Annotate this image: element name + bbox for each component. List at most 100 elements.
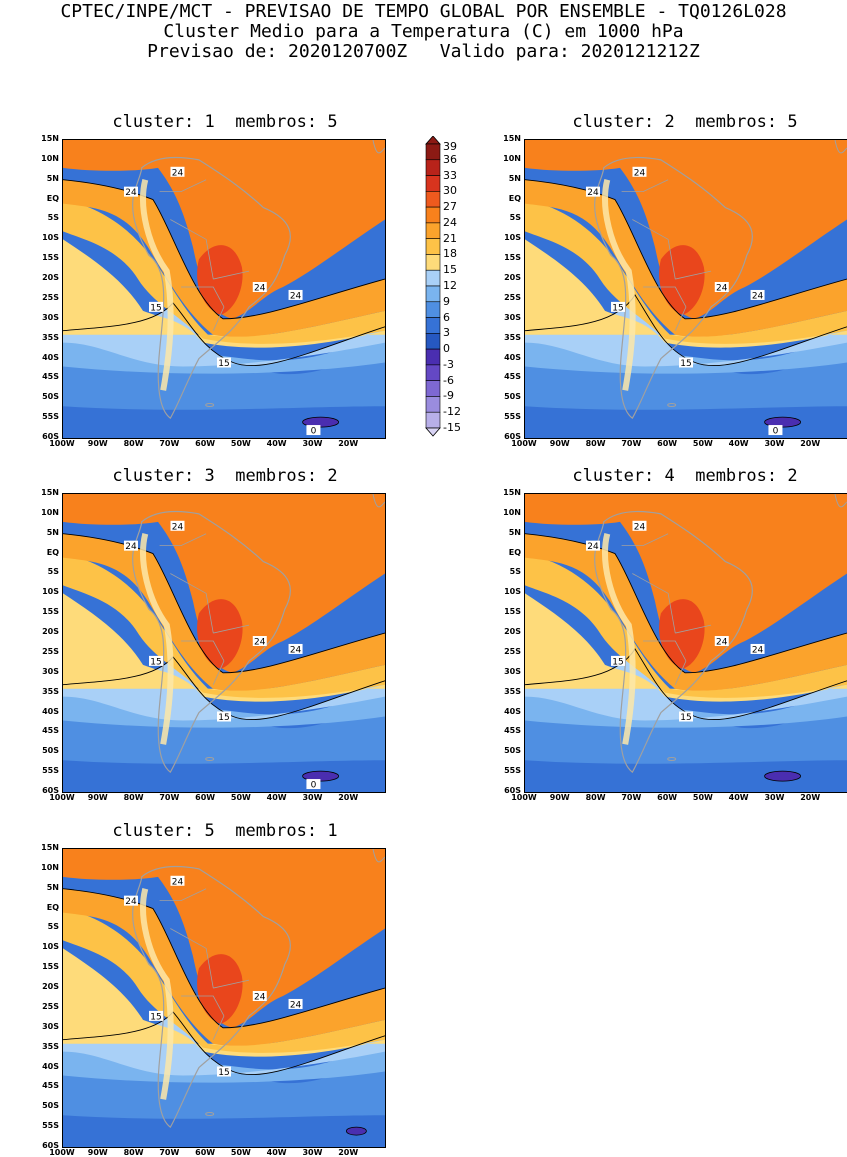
latitude-label: 50S (504, 392, 521, 402)
latitude-label: 5N (46, 882, 59, 892)
svg-text:24: 24 (634, 168, 646, 178)
longitude-label: 20W (338, 439, 359, 448)
svg-text:24: 24 (290, 645, 302, 655)
field-30 (197, 954, 243, 1024)
longitude-label: 70W (159, 439, 180, 448)
colorbar-label: 27 (443, 200, 457, 214)
svg-text:15: 15 (218, 1068, 229, 1078)
africa-coast (372, 848, 386, 863)
contour-label: 24 (288, 289, 303, 301)
latitude-label: 10N (41, 507, 59, 517)
colorbar-label: 12 (443, 279, 457, 292)
svg-text:15: 15 (218, 359, 229, 369)
latitude-label: 55S (42, 412, 59, 422)
latitude-label: 60S (504, 432, 521, 441)
longitude-label: 60W (195, 793, 216, 802)
longitude-label: 70W (159, 1148, 180, 1157)
latitude-label: 60S (504, 786, 521, 795)
longitude-label: 30W (302, 793, 323, 802)
contour-label: 24 (288, 643, 303, 655)
longitude-label: 80W (585, 439, 606, 448)
latitude-label: 10S (42, 587, 59, 597)
colorbar-cell (425, 364, 441, 381)
latitude-label: 20S (42, 627, 59, 637)
coastline (132, 865, 291, 1129)
temperature-map: 24 24 24 24 15 15 (62, 848, 386, 1148)
contour-label: 0 (768, 425, 783, 437)
svg-text:24: 24 (125, 897, 137, 907)
country-borders (621, 179, 712, 331)
colorbar-label: 6 (443, 310, 450, 324)
longitude-label: 50W (230, 793, 251, 802)
latitude-label: 30S (42, 666, 59, 676)
colorbar-label: 24 (443, 215, 457, 229)
longitude-label: 40W (728, 439, 749, 448)
header-line-3: Previsao de: 2020120700Z Valido para: 20… (147, 41, 700, 62)
longitude-label: 40W (266, 439, 287, 448)
field-0 (302, 416, 340, 428)
latitude-label: 15S (504, 607, 521, 617)
svg-text:15: 15 (612, 657, 623, 667)
latitude-label: 15N (41, 843, 59, 852)
latitude-label: 10S (42, 233, 59, 243)
latitude-label: 30S (42, 1021, 59, 1031)
svg-text:24: 24 (254, 284, 266, 294)
colorbar-cell (425, 222, 441, 239)
falklands (667, 757, 677, 762)
latitude-label: EQ (46, 547, 59, 557)
latitude-label: 35S (42, 686, 59, 696)
latitude-label: 10N (503, 507, 521, 517)
africa-coast (372, 139, 386, 154)
contour-label: 15 (679, 711, 693, 723)
longitude-label: 40W (728, 793, 749, 802)
field-21 (63, 908, 385, 1053)
latitude-label: 25S (42, 292, 59, 302)
colorbar-label: 0 (443, 342, 450, 356)
latitude-label: 10S (504, 587, 521, 597)
latitude-label: 55S (42, 1121, 59, 1131)
colorbar-cell (425, 333, 441, 350)
colorbar-label: -12 (443, 405, 461, 419)
latitude-label: 55S (504, 412, 521, 422)
colorbar-scale (425, 136, 441, 437)
svg-text:24: 24 (125, 188, 137, 198)
colorbar-label: -3 (443, 357, 454, 371)
svg-text:24: 24 (634, 522, 646, 532)
latitude-label: 10N (503, 153, 521, 163)
latitude-label: 45S (504, 372, 521, 382)
field-18 (525, 239, 847, 348)
longitude-label: 70W (621, 439, 642, 448)
latitude-label: 45S (504, 726, 521, 736)
temperature-field: 24 24 24 24 15 15 0 (524, 139, 847, 438)
panel-title: cluster: 2 membros: 5 (572, 112, 798, 132)
header-line-2: Cluster Medio para a Temperatura (C) em … (163, 21, 684, 42)
contour-label: 24 (252, 636, 267, 648)
colorbar-label: -6 (443, 373, 454, 387)
latitude-label: 45S (42, 726, 59, 736)
temperature-field: 24 24 24 24 15 15 (62, 848, 386, 1147)
longitude-label: 30W (764, 439, 785, 448)
colorbar-cell (425, 175, 441, 192)
field-15 (63, 656, 385, 721)
temperature-map: 24 24 24 24 15 15 0 (524, 139, 847, 439)
contour-15 (62, 302, 386, 367)
colorbar-label: 15 (443, 263, 457, 277)
latitude-label: 35S (504, 686, 521, 696)
latitude-label: 15S (42, 962, 59, 972)
svg-text:0: 0 (311, 427, 317, 437)
latitude-label: 20S (42, 273, 59, 283)
svg-text:24: 24 (290, 291, 302, 301)
coastline (132, 156, 291, 420)
latitude-label: 40S (42, 352, 59, 362)
contour-label: 15 (611, 301, 626, 313)
colorbar-label: 21 (443, 231, 457, 245)
colorbar-cell (425, 317, 441, 334)
longitude-label: 20W (800, 793, 821, 802)
longitude-label: 50W (230, 1148, 251, 1157)
colorbar-cell (425, 136, 441, 145)
temperature-map: 24 24 24 24 15 15 0 (62, 139, 386, 439)
latitude-label: 15S (504, 253, 521, 263)
latitude-label: 50S (42, 1101, 59, 1111)
longitude-label: 50W (692, 793, 713, 802)
colorbar-cell (425, 254, 441, 271)
